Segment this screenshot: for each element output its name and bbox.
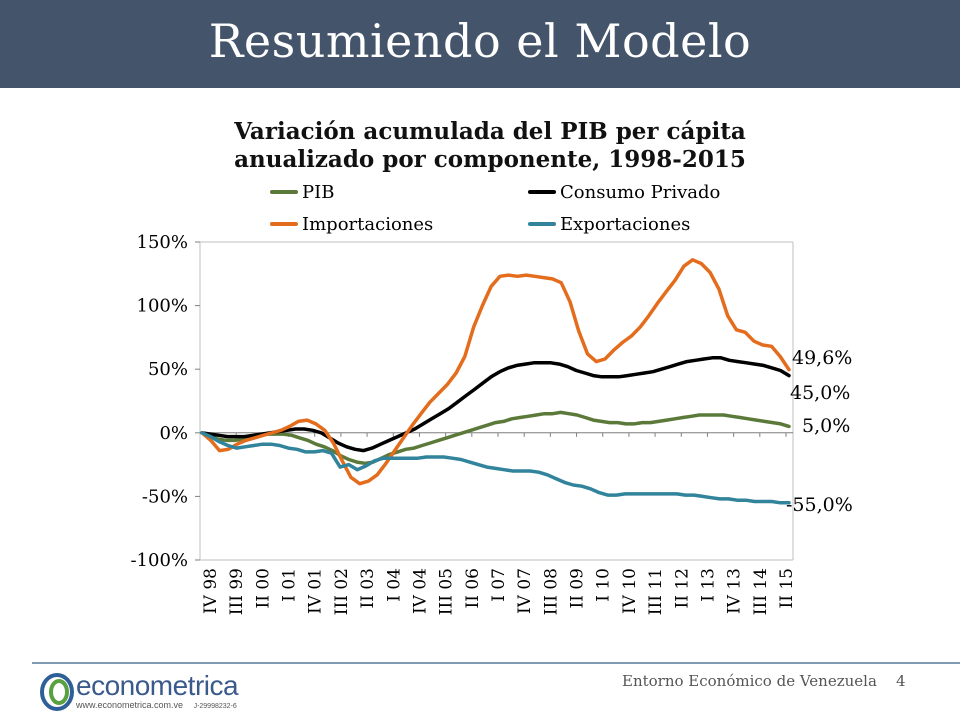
logo-url-text: www.econometrica.com.ve bbox=[76, 700, 184, 710]
end-label-importaciones: 49,6% bbox=[792, 347, 852, 369]
logo-rif: J-29998232-6 bbox=[193, 703, 237, 710]
chart-title-line-2: anualizado por componente, 1998-2015 bbox=[234, 146, 746, 173]
x-tick-label: I 10 bbox=[594, 568, 614, 602]
x-tick-label: IV 07 bbox=[515, 568, 535, 614]
page-number: 4 bbox=[896, 672, 906, 690]
x-tick-label: III 02 bbox=[332, 568, 352, 615]
chart-legend: PIB Consumo Privado Importaciones Exportaci… bbox=[270, 182, 720, 235]
legend-label: Importaciones bbox=[302, 214, 433, 235]
series-line-consumo-privado bbox=[200, 356, 791, 453]
x-tick-label: III 99 bbox=[227, 568, 247, 615]
series-line-pib bbox=[200, 410, 791, 466]
series-line-exportaciones bbox=[200, 431, 791, 505]
y-tick-label: -50% bbox=[142, 486, 188, 507]
chart-title: Variación acumulada del PIB per cápita a… bbox=[160, 118, 820, 174]
y-tick-label: 0% bbox=[159, 423, 188, 444]
chart-title-line-1: Variación acumulada del PIB per cápita bbox=[234, 118, 746, 145]
x-tick-label: I 04 bbox=[384, 568, 404, 602]
legend-label: Exportaciones bbox=[560, 214, 690, 235]
footer-text: Entorno Económico de Venezuela bbox=[622, 672, 877, 690]
x-tick-label: II 12 bbox=[672, 568, 692, 608]
y-tick-label: -100% bbox=[130, 550, 188, 571]
x-tick-label: IV 10 bbox=[620, 568, 640, 614]
logo-url: www.econometrica.com.ve J-29998232-6 bbox=[76, 700, 237, 710]
x-tick-label: III 14 bbox=[751, 568, 771, 615]
end-label-exportaciones: -55,0% bbox=[786, 494, 853, 516]
x-tick-label: IV 98 bbox=[201, 568, 221, 614]
x-tick-label: I 07 bbox=[489, 568, 509, 602]
chart-axes: -100% -50% 0% 50% 100% 150% IV 98 III 99 II 00 I … bbox=[130, 232, 797, 615]
econometrica-logo: econometrica www.econometrica.com.ve J-2… bbox=[40, 670, 240, 714]
x-tick-label: II 03 bbox=[358, 568, 378, 608]
slide-title: Resumiendo el Modelo bbox=[208, 14, 752, 68]
series-line-importaciones bbox=[200, 258, 791, 486]
y-tick-label: 100% bbox=[137, 296, 188, 317]
y-tick-label: 150% bbox=[137, 232, 188, 253]
x-tick-label: I 01 bbox=[280, 568, 300, 602]
x-tick-label: IV 04 bbox=[410, 568, 430, 614]
x-tick-label: III 08 bbox=[541, 568, 561, 615]
x-tick-label: II 15 bbox=[777, 568, 797, 608]
end-label-pib: 5,0% bbox=[802, 415, 850, 437]
logo-swirl-icon bbox=[40, 673, 74, 711]
x-tick-label: IV 01 bbox=[306, 568, 326, 614]
x-tick-label: III 11 bbox=[646, 568, 666, 615]
x-tick-label: II 00 bbox=[253, 568, 273, 608]
chart-lines bbox=[200, 258, 791, 505]
footer-divider bbox=[32, 662, 960, 664]
x-tick-label: III 05 bbox=[437, 568, 457, 615]
x-tick-label: II 06 bbox=[463, 568, 483, 608]
legend-label: Consumo Privado bbox=[560, 182, 720, 203]
x-tick-label: IV 13 bbox=[725, 568, 745, 614]
slide-header: Resumiendo el Modelo bbox=[0, 0, 960, 88]
logo-name: econometrica bbox=[76, 670, 239, 701]
chart-end-labels: 5,0% 45,0% 49,6% -55,0% bbox=[786, 347, 853, 516]
x-tick-label: I 13 bbox=[698, 568, 718, 602]
end-label-consumo-privado: 45,0% bbox=[790, 382, 850, 404]
legend-label: PIB bbox=[302, 182, 334, 203]
x-tick-label: II 09 bbox=[568, 568, 588, 608]
y-tick-label: 50% bbox=[148, 359, 188, 380]
